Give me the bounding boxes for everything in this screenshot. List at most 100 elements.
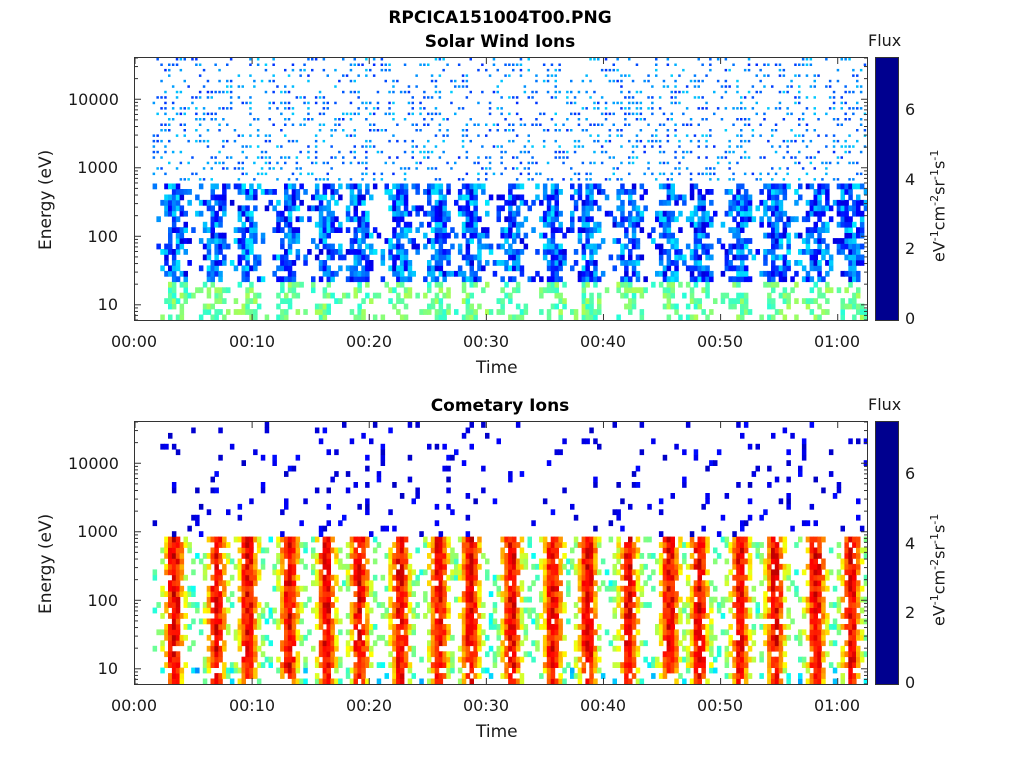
spectrogram-cell bbox=[740, 216, 745, 223]
spectrogram-cell bbox=[396, 249, 401, 255]
spectrogram-cell bbox=[214, 651, 219, 658]
spectrogram-cell bbox=[450, 509, 455, 516]
spectrogram-cell bbox=[689, 118, 693, 121]
spectrogram-cell bbox=[670, 216, 675, 223]
spectrogram-cell bbox=[353, 602, 358, 608]
spectrogram-cell bbox=[523, 145, 527, 148]
spectrogram-cell bbox=[701, 194, 706, 201]
spectrogram-cell bbox=[415, 183, 420, 190]
spectrogram-cell bbox=[863, 145, 867, 148]
spectrogram-cell bbox=[771, 134, 774, 137]
spectrogram-cell bbox=[817, 216, 822, 223]
spectrogram-cell bbox=[639, 101, 643, 105]
spectrogram-cell bbox=[206, 96, 210, 99]
spectrogram-cell bbox=[287, 673, 293, 679]
spectrogram-cell bbox=[284, 596, 289, 603]
spectrogram-cell bbox=[774, 194, 780, 201]
spectrogram-cell bbox=[438, 640, 444, 647]
spectrogram-cell bbox=[218, 602, 223, 608]
spectrogram-cell bbox=[237, 514, 243, 521]
spectrogram-cell bbox=[396, 640, 401, 647]
spectrogram-cell bbox=[434, 640, 440, 647]
spectrogram-cell bbox=[461, 129, 465, 132]
spectrogram-cell bbox=[782, 90, 786, 94]
spectrogram-cell bbox=[620, 85, 623, 88]
spectrogram-cell bbox=[461, 139, 465, 143]
spectrogram-cell bbox=[160, 547, 165, 554]
spectrogram-cell bbox=[446, 63, 449, 66]
spectrogram-cell bbox=[597, 189, 602, 195]
spectrogram-cell bbox=[175, 580, 181, 587]
spectrogram-cell bbox=[624, 96, 627, 99]
spectrogram-cell bbox=[461, 574, 467, 581]
spectrogram-cell bbox=[380, 150, 384, 154]
spectrogram-cell bbox=[361, 673, 366, 679]
spectrogram-cell bbox=[508, 227, 513, 233]
spectrogram-cell bbox=[461, 194, 467, 201]
spectrogram-cell bbox=[245, 227, 250, 233]
spectrogram-cell bbox=[427, 194, 432, 201]
spectrogram-cell bbox=[550, 287, 556, 294]
spectrogram-cell bbox=[430, 118, 434, 121]
spectrogram-cell bbox=[798, 123, 801, 126]
spectrogram-cell bbox=[256, 260, 262, 266]
spectrogram-cell bbox=[597, 243, 602, 250]
spectrogram-cell bbox=[287, 303, 293, 310]
spectrogram-cell bbox=[245, 624, 250, 630]
spectrogram-cell bbox=[411, 150, 414, 154]
spectrogram-cell bbox=[202, 678, 208, 684]
spectrogram-cell bbox=[473, 580, 478, 587]
spectrogram-cell bbox=[481, 667, 486, 674]
spectrogram-cell bbox=[241, 613, 246, 619]
spectrogram-cell bbox=[229, 156, 233, 159]
spectrogram-cell bbox=[442, 624, 447, 630]
spectrogram-cell bbox=[465, 172, 469, 176]
spectrogram-cell bbox=[724, 85, 728, 88]
spectrogram-cell bbox=[724, 90, 728, 94]
spectrogram-cell bbox=[168, 640, 173, 647]
spectrogram-cell bbox=[392, 574, 397, 581]
spectrogram-cell bbox=[450, 569, 455, 576]
spectrogram-cell bbox=[519, 123, 523, 126]
spectrogram-cell bbox=[280, 509, 285, 516]
spectrogram-cell bbox=[763, 85, 766, 88]
spectrogram-cell bbox=[241, 585, 246, 592]
panel1-xtick-3: 00:30 bbox=[462, 332, 510, 351]
spectrogram-cell bbox=[303, 118, 306, 121]
spectrogram-cell bbox=[859, 254, 865, 261]
panel1-ytick-10: 10 bbox=[97, 295, 118, 314]
spectrogram-cell bbox=[384, 640, 389, 647]
spectrogram-cell bbox=[674, 194, 679, 201]
spectrogram-cell bbox=[357, 227, 362, 233]
spectrogram-cell bbox=[724, 156, 728, 159]
spectrogram-cell bbox=[423, 276, 428, 283]
spectrogram-cell bbox=[620, 178, 623, 181]
spectrogram-cell bbox=[473, 624, 478, 630]
spectrogram-cell bbox=[759, 79, 762, 83]
spectrogram-cell bbox=[825, 260, 830, 266]
spectrogram-cell bbox=[647, 139, 650, 143]
spectrogram-cell bbox=[454, 558, 459, 565]
spectrogram-cell bbox=[210, 618, 215, 625]
spectrogram-cell bbox=[786, 292, 791, 299]
spectrogram-cell bbox=[805, 210, 811, 217]
spectrogram-cell bbox=[330, 574, 335, 581]
spectrogram-cell bbox=[291, 574, 297, 581]
spectrogram-cell bbox=[662, 183, 668, 190]
spectrogram-cell bbox=[295, 205, 301, 212]
spectrogram-cell bbox=[345, 227, 351, 233]
spectrogram-cell bbox=[542, 249, 548, 255]
spectrogram-cell bbox=[840, 183, 845, 190]
spectrogram-cell bbox=[295, 281, 301, 288]
spectrogram-cell bbox=[276, 292, 281, 299]
spectrogram-cell bbox=[678, 227, 683, 233]
spectrogram-cell bbox=[697, 123, 700, 126]
spectrogram-cell bbox=[287, 210, 293, 217]
spectrogram-cell bbox=[442, 270, 447, 277]
spectrogram-cell bbox=[280, 602, 285, 608]
spectrogram-cell bbox=[616, 254, 621, 261]
spectrogram-cell bbox=[175, 243, 181, 250]
spectrogram-cell bbox=[353, 673, 358, 679]
spectrogram-cell bbox=[249, 238, 254, 244]
spectrogram-cell bbox=[500, 194, 505, 201]
